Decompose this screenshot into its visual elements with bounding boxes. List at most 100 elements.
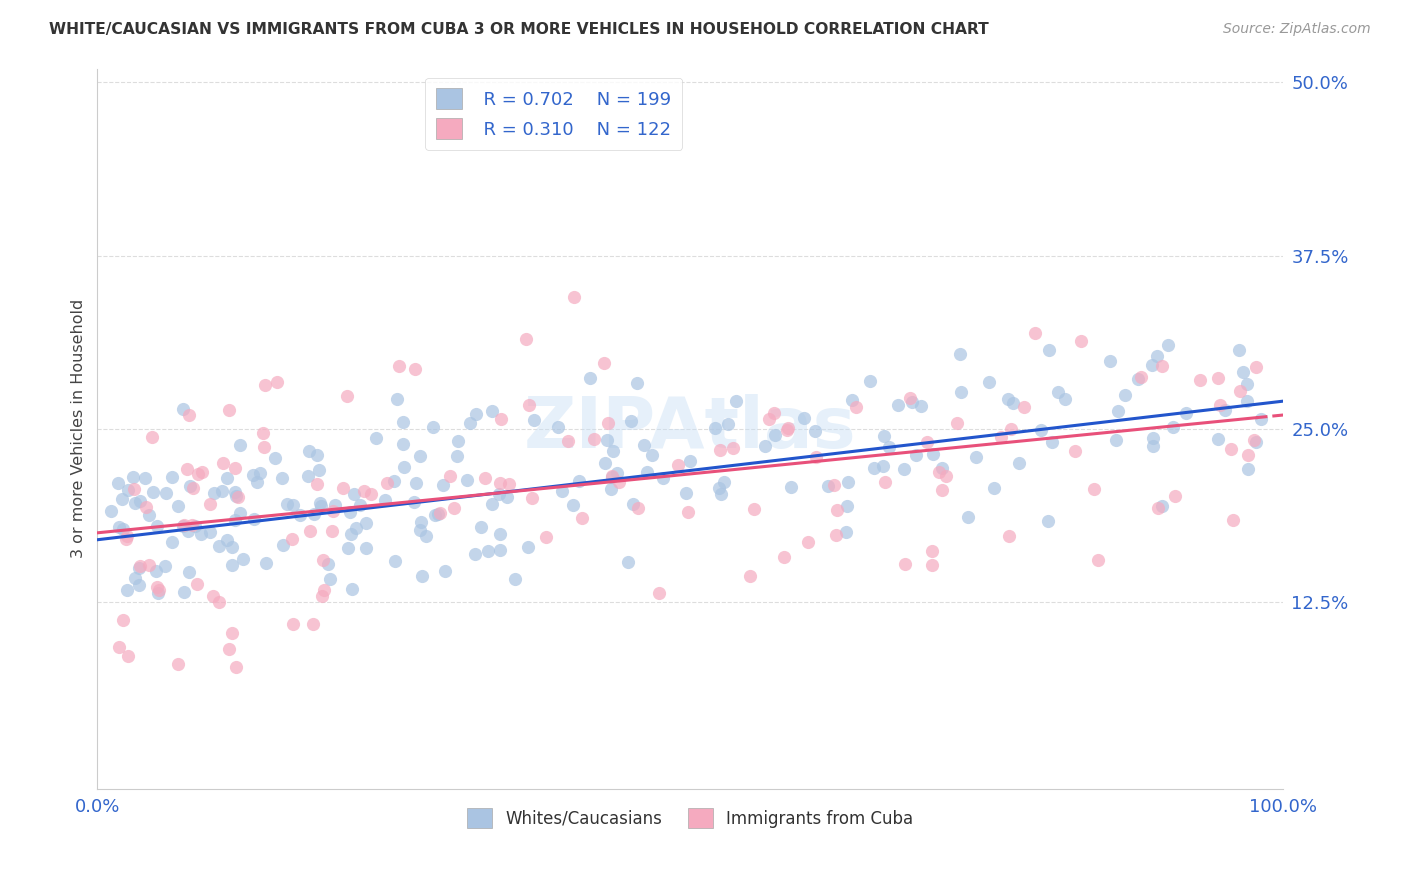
Point bbox=[160, 470, 183, 484]
Point bbox=[312, 582, 335, 597]
Point bbox=[343, 487, 366, 501]
Point bbox=[446, 449, 468, 463]
Point bbox=[547, 420, 569, 434]
Point bbox=[124, 571, 146, 585]
Point bbox=[108, 640, 131, 654]
Point bbox=[409, 449, 432, 463]
Point bbox=[297, 469, 319, 483]
Point bbox=[678, 454, 700, 468]
Point bbox=[931, 483, 953, 497]
Point bbox=[1142, 358, 1164, 372]
Point bbox=[1036, 514, 1059, 528]
Point bbox=[1209, 398, 1232, 412]
Point bbox=[336, 389, 359, 403]
Point bbox=[353, 483, 375, 498]
Point bbox=[887, 398, 910, 412]
Point bbox=[481, 497, 503, 511]
Point bbox=[1237, 448, 1260, 462]
Point bbox=[224, 461, 246, 475]
Point bbox=[863, 461, 886, 475]
Point bbox=[339, 505, 361, 519]
Point bbox=[423, 508, 446, 522]
Point bbox=[187, 467, 209, 481]
Point bbox=[600, 469, 623, 483]
Point bbox=[181, 518, 204, 533]
Point bbox=[837, 499, 859, 513]
Point bbox=[1142, 431, 1164, 445]
Point bbox=[179, 408, 201, 422]
Point bbox=[1105, 433, 1128, 447]
Point bbox=[893, 461, 915, 475]
Point bbox=[298, 444, 321, 458]
Point bbox=[619, 414, 641, 428]
Point bbox=[218, 403, 240, 417]
Point bbox=[600, 470, 623, 484]
Point bbox=[176, 462, 198, 476]
Point bbox=[477, 544, 499, 558]
Point bbox=[201, 590, 224, 604]
Point bbox=[404, 362, 426, 376]
Point bbox=[835, 524, 858, 539]
Point bbox=[129, 493, 152, 508]
Point bbox=[114, 533, 136, 547]
Point bbox=[965, 450, 987, 464]
Point bbox=[600, 482, 623, 496]
Point bbox=[1243, 433, 1265, 447]
Point bbox=[946, 416, 969, 430]
Point bbox=[633, 438, 655, 452]
Point bbox=[191, 465, 214, 479]
Point bbox=[927, 465, 949, 479]
Point bbox=[100, 504, 122, 518]
Point bbox=[489, 527, 512, 541]
Point bbox=[858, 374, 880, 388]
Point bbox=[422, 420, 444, 434]
Point bbox=[155, 485, 177, 500]
Point bbox=[470, 520, 492, 534]
Point bbox=[321, 524, 343, 538]
Point bbox=[249, 467, 271, 481]
Point bbox=[447, 434, 470, 449]
Point bbox=[593, 456, 616, 470]
Point bbox=[803, 425, 825, 439]
Point bbox=[332, 481, 354, 495]
Point bbox=[1047, 384, 1070, 399]
Point bbox=[344, 521, 367, 535]
Point bbox=[254, 556, 277, 570]
Point bbox=[172, 401, 194, 416]
Point bbox=[489, 411, 512, 425]
Point bbox=[160, 534, 183, 549]
Point bbox=[411, 569, 433, 583]
Point bbox=[305, 448, 328, 462]
Point bbox=[780, 479, 803, 493]
Point bbox=[921, 558, 943, 573]
Point bbox=[893, 557, 915, 571]
Point bbox=[804, 450, 827, 464]
Point bbox=[224, 512, 246, 526]
Point bbox=[1002, 396, 1025, 410]
Point bbox=[122, 482, 145, 496]
Point bbox=[146, 580, 169, 594]
Point bbox=[211, 483, 233, 498]
Point bbox=[1130, 370, 1153, 384]
Point bbox=[229, 438, 252, 452]
Point bbox=[439, 468, 461, 483]
Point bbox=[998, 529, 1021, 543]
Point bbox=[710, 487, 733, 501]
Point bbox=[360, 487, 382, 501]
Point bbox=[402, 495, 425, 509]
Point bbox=[117, 529, 139, 543]
Y-axis label: 3 or more Vehicles in Household: 3 or more Vehicles in Household bbox=[72, 299, 86, 558]
Point bbox=[1024, 326, 1046, 340]
Point bbox=[772, 549, 794, 564]
Point bbox=[464, 407, 486, 421]
Point bbox=[215, 471, 238, 485]
Point bbox=[221, 626, 243, 640]
Point bbox=[111, 492, 134, 507]
Point bbox=[915, 435, 938, 450]
Point bbox=[606, 467, 628, 481]
Point bbox=[1213, 403, 1236, 417]
Point bbox=[166, 657, 188, 672]
Point bbox=[754, 439, 776, 453]
Legend: Whites/Caucasians, Immigrants from Cuba: Whites/Caucasians, Immigrants from Cuba bbox=[461, 801, 920, 835]
Point bbox=[184, 519, 207, 533]
